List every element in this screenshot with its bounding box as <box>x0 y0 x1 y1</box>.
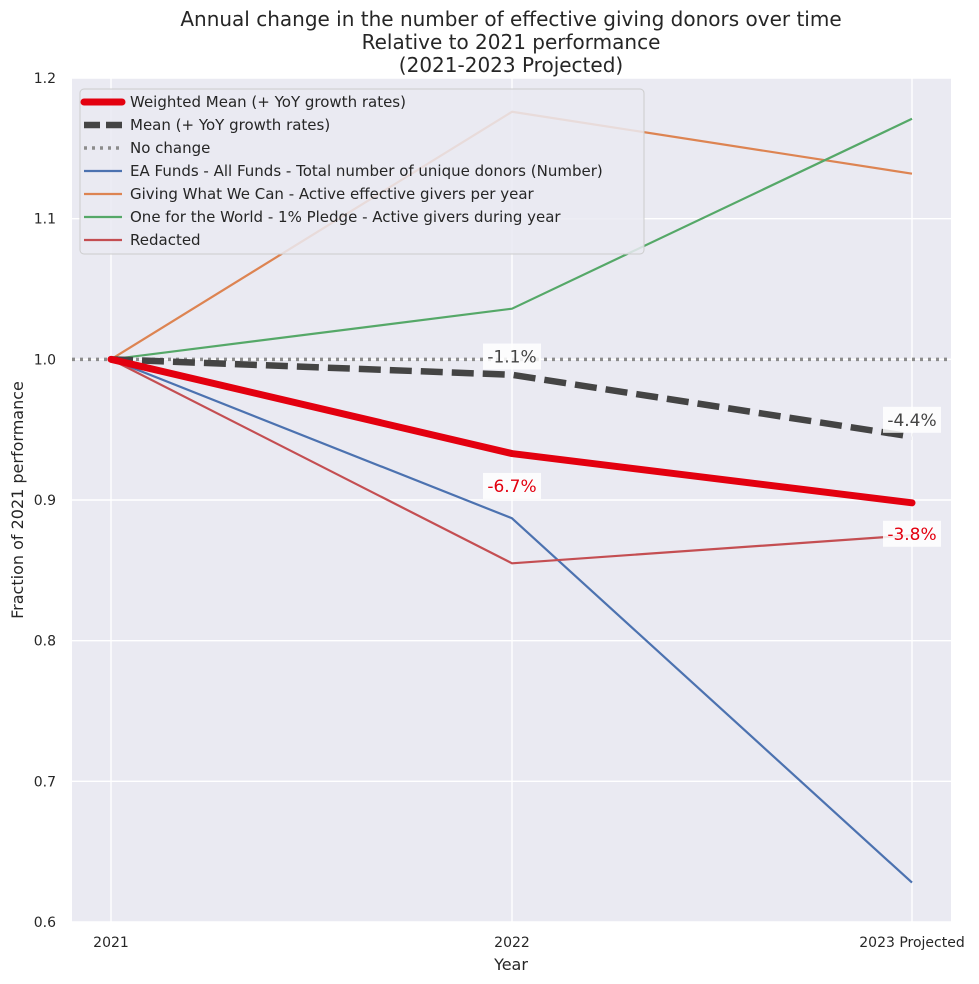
legend-label: EA Funds - All Funds - Total number of u… <box>130 162 603 180</box>
title-line-1: Annual change in the number of effective… <box>180 7 841 31</box>
annotation-label: -6.7% <box>487 477 536 497</box>
series-line <box>107 355 916 507</box>
y-tick-label: 1.0 <box>34 352 56 368</box>
annotation-box <box>883 406 941 433</box>
series-line <box>110 117 913 361</box>
x-axis-label: Year <box>493 955 528 974</box>
legend-label: Giving What We Can - Active effective gi… <box>130 185 535 203</box>
y-tick-label: 0.9 <box>34 493 56 509</box>
legend-label: No change <box>130 139 210 157</box>
x-tick-label: 2023 Projected <box>859 935 964 951</box>
y-axis-ticks: 0.6 0.7 0.8 0.9 1.0 1.1 1.2 <box>34 71 56 931</box>
series-line <box>110 356 913 440</box>
series-line <box>110 358 913 884</box>
y-tick-label: 0.8 <box>34 634 56 650</box>
legend-label: Mean (+ YoY growth rates) <box>130 116 330 134</box>
title-line-2: Relative to 2021 performance <box>362 30 661 54</box>
x-axis-ticks: 2021 2022 2023 Projected <box>93 935 965 951</box>
annotation-label: -1.1% <box>487 348 536 368</box>
legend-label: One for the World - 1% Pledge - Active g… <box>130 208 561 226</box>
annotation-box <box>483 343 541 370</box>
y-tick-label: 1.2 <box>34 71 56 87</box>
legend-label: Redacted <box>130 231 201 249</box>
x-tick-label: 2021 <box>93 935 129 951</box>
title-line-3: (2021-2023 Projected) <box>399 53 623 77</box>
series-lines <box>72 110 951 884</box>
legend-box <box>79 88 645 255</box>
legend-label: Weighted Mean (+ YoY growth rates) <box>130 93 406 111</box>
annotation-label: -3.8% <box>887 525 936 545</box>
y-tick-label: 0.6 <box>34 915 56 931</box>
y-tick-label: 0.7 <box>34 774 56 790</box>
annotation-box <box>483 472 541 499</box>
legend: Weighted Mean (+ YoY growth rates) Mean (… <box>79 88 645 255</box>
annotation-label: -4.4% <box>887 411 936 431</box>
annotations: -1.1% -4.4% -6.7% -3.8% <box>483 343 941 547</box>
x-tick-label: 2022 <box>494 935 530 951</box>
annotation-box <box>883 520 941 547</box>
y-axis-label: Fraction of 2021 performance <box>8 381 27 619</box>
series-line <box>110 358 913 565</box>
y-tick-label: 1.1 <box>34 212 56 228</box>
chart-title: Annual change in the number of effective… <box>180 7 841 77</box>
